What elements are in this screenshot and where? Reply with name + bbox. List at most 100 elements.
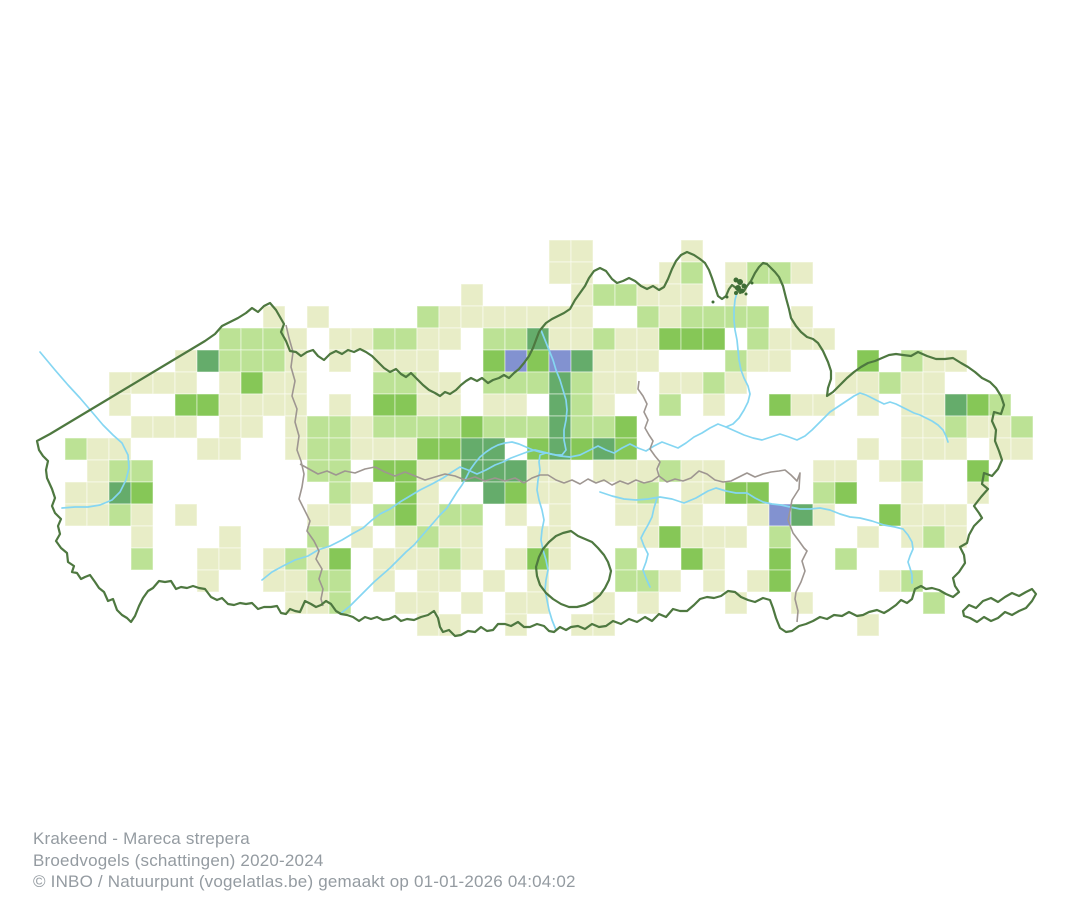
grid-cells [64,239,1034,637]
grid-cell [86,459,110,483]
port-icon-dot [739,288,745,294]
grid-cell [900,503,924,527]
river-bovenschelde [339,441,552,615]
grid-cell [922,437,946,461]
grid-cell [548,547,572,571]
grid-cell [614,459,638,483]
grid-cell [856,393,880,417]
flanders-outline [35,250,1006,638]
grid-cell [658,371,682,395]
antwerp-port-icon [711,277,754,304]
grid-cell [394,349,418,373]
port-icon-dot [711,300,715,304]
voeren-enclave-outline [961,587,1038,624]
grid-cell [438,525,462,549]
grid-cell [570,239,594,263]
grid-cell [394,415,418,439]
grid-cell [768,547,792,571]
grid-cell [86,481,110,505]
grid-cell [152,415,176,439]
grid-cell [614,569,638,593]
grid-cell [482,349,506,373]
grid-cell [548,349,572,373]
grid-cell [130,525,154,549]
grid-cell [262,393,286,417]
grid-cell [922,349,946,373]
grid-cell [680,481,704,505]
river-ijzer [39,351,130,509]
grid-cell [328,327,352,351]
grid-cell [328,503,352,527]
grid-cell [548,503,572,527]
grid-cell [504,415,528,439]
grid-cell [416,327,440,351]
grid-cell [306,415,330,439]
grid-cell [724,349,748,373]
grid-cell [680,327,704,351]
region-borders [35,250,1038,638]
grid-cell [658,327,682,351]
grid-cell [416,437,440,461]
grid-cell [394,591,418,615]
grid-cell [900,371,924,395]
grid-cell [262,349,286,373]
grid-cell [570,393,594,417]
grid-cell [702,481,726,505]
grid-cell [570,305,594,329]
grid-cell [504,305,528,329]
grid-cell [614,327,638,351]
grid-cell [856,371,880,395]
grid-cell [438,371,462,395]
grid-cell [680,305,704,329]
grid-cell [702,569,726,593]
grid-cell [768,349,792,373]
grid-cell [504,393,528,417]
grid-cell [372,569,396,593]
grid-cell [614,349,638,373]
grid-cell [636,349,660,373]
grid-cell [702,371,726,395]
grid-cell [416,305,440,329]
grid-cell [548,393,572,417]
grid-cell [218,437,242,461]
grid-cell [548,415,572,439]
grid-cell [328,415,352,439]
grid-cell [482,481,506,505]
grid-cell [526,591,550,615]
grid-cell [196,437,220,461]
grid-cell [130,503,154,527]
grid-cell [702,547,726,571]
river-gete [640,497,658,588]
grid-cell [834,371,858,395]
grid-cell [768,393,792,417]
grid-cell [658,393,682,417]
grid-cell [548,459,572,483]
grid-cell [482,327,506,351]
grid-cell [592,283,616,307]
grid-cell [328,437,352,461]
province-border [637,380,661,477]
brussels-enclave-outline [534,529,613,609]
grid-cell [900,415,924,439]
river-nete [725,392,949,443]
grid-cell [196,349,220,373]
grid-cell [416,415,440,439]
grid-cell [614,547,638,571]
river-demer [599,487,914,584]
grid-cell [966,393,990,417]
grid-cell [592,459,616,483]
grid-cell [86,437,110,461]
grid-cell [614,481,638,505]
grid-cell [878,503,902,527]
grid-cell [922,503,946,527]
grid-cell [966,459,990,483]
grid-cell [922,393,946,417]
grid-cell [746,569,770,593]
grid-cell [504,327,528,351]
grid-cell [460,283,484,307]
grid-cell [284,371,308,395]
grid-cell [416,393,440,417]
grid-cell [878,371,902,395]
grid-cell [548,525,572,549]
grid-cell [416,547,440,571]
